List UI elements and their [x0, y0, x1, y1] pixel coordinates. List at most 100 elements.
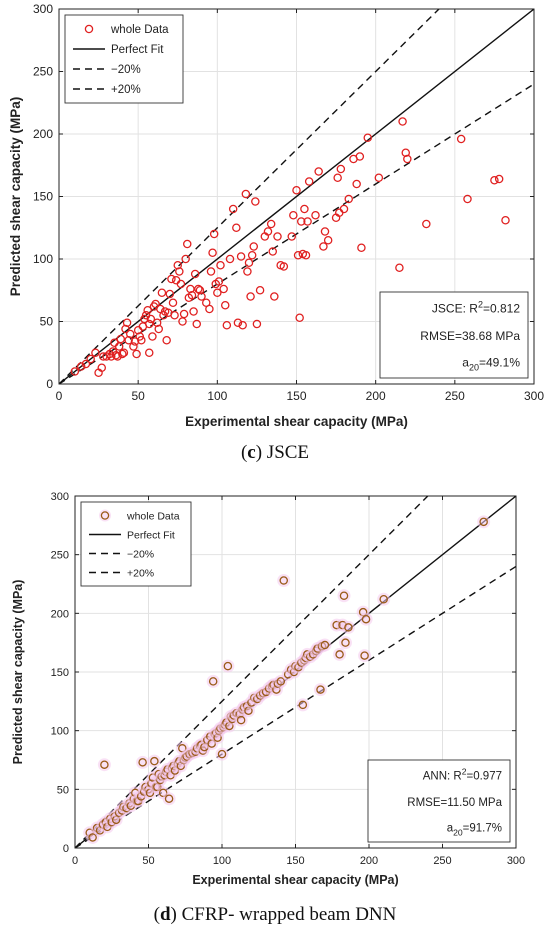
- caption-letter: d: [160, 904, 171, 925]
- data-point: [97, 363, 107, 372]
- data-point: [232, 223, 241, 232]
- data-point: [137, 335, 146, 345]
- data-point-halo: [147, 754, 161, 768]
- data-point: [238, 320, 247, 330]
- caption-letter: c: [247, 442, 255, 463]
- legend-label: Perfect Fit: [127, 530, 175, 542]
- data-point: [189, 307, 198, 316]
- data-point: [164, 794, 174, 803]
- x-tick-label: 150: [286, 855, 304, 867]
- data-point: [395, 263, 404, 272]
- data-point: [300, 204, 309, 214]
- data-point: [225, 254, 235, 264]
- data-point: [76, 362, 86, 371]
- data-point: [208, 677, 218, 686]
- data-point: [279, 576, 288, 585]
- x-tick-label: 300: [507, 855, 525, 867]
- data-point: [216, 260, 225, 270]
- legend-label: −20%: [111, 64, 141, 76]
- legend-label: +20%: [127, 568, 154, 580]
- caption-close-paren: ): [256, 442, 262, 463]
- data-point: [118, 349, 127, 359]
- a20-prefix: a: [447, 822, 454, 834]
- metrics-box: ANN: R2=0.977 RMSE=11.50 MPa a20=91.7%: [367, 759, 511, 843]
- data-point: [154, 324, 163, 334]
- x-tick-label: 50: [131, 389, 145, 403]
- data-point: [223, 661, 233, 671]
- y-tick-label: 250: [51, 550, 69, 562]
- data-point: [270, 292, 279, 301]
- data-point: [301, 250, 311, 260]
- r2-prefix: JSCE: R: [432, 301, 478, 315]
- data-point: [168, 298, 178, 307]
- caption-close-paren: ): [171, 904, 177, 925]
- legend-label: −20%: [127, 549, 154, 561]
- data-point: [361, 614, 371, 624]
- data-point: [263, 227, 273, 236]
- data-point: [81, 359, 91, 369]
- data-point-halo: [477, 515, 491, 529]
- data-point-halo: [162, 792, 176, 806]
- data-point: [344, 623, 353, 632]
- data-point: [360, 651, 369, 660]
- data-point: [159, 310, 168, 320]
- data-point: [357, 243, 366, 252]
- data-point: [279, 262, 289, 271]
- data-point: [249, 242, 258, 251]
- data-point: [192, 319, 201, 329]
- data-point: [295, 313, 304, 322]
- data-point: [236, 252, 246, 261]
- data-point: [206, 267, 216, 276]
- data-point: [182, 239, 192, 249]
- data-point: [479, 517, 488, 527]
- data-point: [150, 756, 159, 766]
- r2-value: =0.812: [483, 301, 520, 315]
- data-point: [333, 173, 342, 182]
- data-point: [181, 254, 190, 264]
- a20-sub: 20: [453, 827, 463, 837]
- data-point: [86, 354, 95, 364]
- data-point: [251, 197, 260, 206]
- data-point-halo: [206, 674, 220, 688]
- metrics-box-frame: [367, 759, 511, 843]
- y-axis-label: Predicted shear capacity (MPa): [11, 580, 25, 765]
- data-point: [187, 290, 197, 300]
- data-point: [126, 329, 135, 339]
- data-point: [130, 337, 140, 346]
- legend: whole Data Perfect Fit −20% +20%: [64, 14, 184, 104]
- data-point: [296, 217, 306, 226]
- data-point: [320, 640, 330, 650]
- data-point: [247, 250, 257, 260]
- data-point: [463, 194, 472, 204]
- data-point: [339, 591, 349, 600]
- data-markers: [83, 515, 491, 844]
- data-point: [422, 219, 431, 229]
- data-point: [119, 348, 129, 357]
- data-point: [298, 700, 308, 710]
- data-point-halo: [296, 698, 310, 712]
- perfect-fit-line: [59, 9, 534, 384]
- data-point: [311, 210, 320, 220]
- r2-text: JSCE: R2=0.812: [432, 299, 520, 315]
- data-point: [501, 215, 510, 225]
- a20-value: =49.1%: [479, 356, 520, 370]
- data-point-halo: [341, 620, 355, 634]
- legend-box: [64, 14, 184, 104]
- data-point: [314, 167, 323, 176]
- r2-text: ANN: R2=0.977: [423, 767, 502, 783]
- data-point: [197, 292, 206, 301]
- metrics-box: JSCE: R2=0.812 RMSE=38.68 MPa a20=49.1%: [379, 291, 529, 379]
- data-point: [140, 314, 149, 324]
- data-point: [352, 179, 361, 189]
- panel-caption: (d) CFRP- wrapped beam DNN: [154, 904, 397, 925]
- data-point-halo: [234, 713, 248, 727]
- data-point-halo: [318, 638, 332, 652]
- data-point: [194, 284, 203, 294]
- data-point: [304, 177, 314, 186]
- y-tick-label: 100: [33, 252, 53, 266]
- data-point-halo: [221, 659, 235, 673]
- data-point: [320, 227, 330, 236]
- r2-sup: 2: [462, 767, 467, 777]
- caption-text: CFRP- wrapped beam DNN: [177, 904, 397, 925]
- data-point: [146, 314, 156, 324]
